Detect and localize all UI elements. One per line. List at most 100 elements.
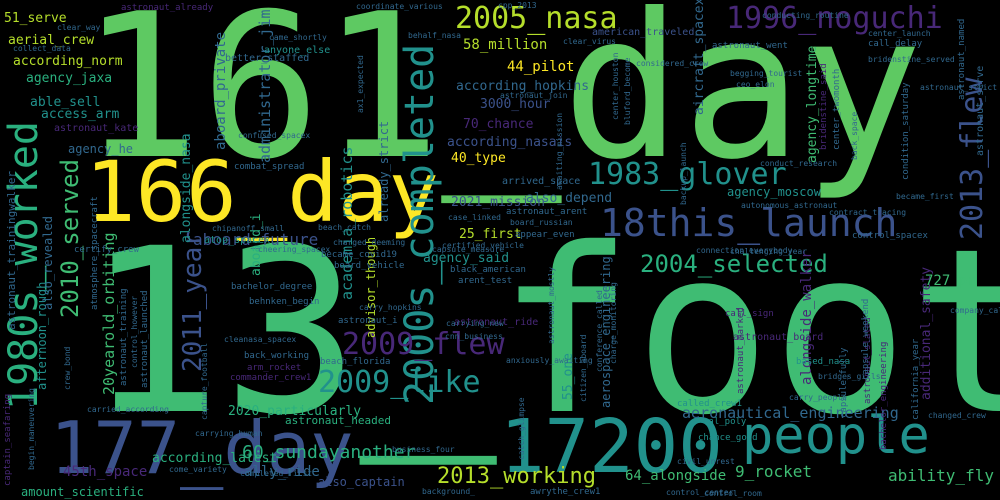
word: became_first xyxy=(896,192,954,201)
word: commander_crew1 xyxy=(230,373,312,383)
word: bridenstine_served xyxy=(868,55,955,64)
word: access_arm xyxy=(41,107,120,122)
word: condition_saturday xyxy=(901,82,911,180)
word: autonomous_astronaut xyxy=(741,201,838,210)
word: astronaut_join xyxy=(500,91,568,100)
word: bridges_gills xyxy=(818,372,881,381)
word: 166_day xyxy=(85,143,440,241)
word: awaiting_mission xyxy=(555,112,564,190)
word: 1996_noguchi xyxy=(726,1,943,36)
word: astronaut_serve xyxy=(975,65,986,156)
word: clear_way xyxy=(57,23,101,32)
word: astronaut_board xyxy=(733,332,824,343)
word: astronaut_marked xyxy=(736,307,746,394)
word: according_hopkins xyxy=(456,79,590,94)
word: according_nasais xyxy=(447,135,573,150)
word: people xyxy=(742,406,930,466)
word: 2010_served xyxy=(56,159,84,318)
word: became_covid19 xyxy=(321,250,397,260)
word: 64_alongside xyxy=(625,468,727,484)
word: cal_poly xyxy=(703,417,747,427)
word: awrythe_crew1 xyxy=(530,487,601,497)
word: civil_unrest xyxy=(677,457,735,466)
word: astronaut_strict xyxy=(920,83,998,92)
word: 13_foot xyxy=(85,199,1000,465)
word: control_however xyxy=(130,295,139,368)
word: astronaut_training xyxy=(119,288,129,386)
word: atop_spacex xyxy=(204,235,271,246)
word: chance_good xyxy=(698,433,758,443)
word: astronaut_mostly xyxy=(547,266,556,344)
word: 60_sundayanother xyxy=(242,442,416,463)
word: aboard_future xyxy=(193,230,319,249)
word: came_shortly xyxy=(269,33,327,42)
word: catch_glimpse xyxy=(517,397,526,460)
word: carried_according xyxy=(87,405,169,414)
word: conference_called xyxy=(595,290,604,372)
word: arent_test xyxy=(458,276,513,286)
word: beach_florida xyxy=(320,357,391,367)
word: 40_type xyxy=(451,151,506,166)
word: 17200 xyxy=(500,404,723,490)
word: amount_scientific xyxy=(21,485,144,499)
word: black_american xyxy=(450,265,526,275)
word: cpp_2013 xyxy=(498,1,537,10)
word: control_room xyxy=(704,489,762,498)
word: 2013_working xyxy=(437,464,596,489)
word: 2004_selected xyxy=(640,250,828,278)
word: certify_crew xyxy=(74,245,140,255)
word: 45th_space xyxy=(63,464,148,480)
word: agency_moscow xyxy=(727,185,821,199)
word: carry_people xyxy=(789,393,847,402)
word: 25_first xyxy=(459,227,522,242)
word: coordinate_various xyxy=(356,2,443,11)
word: astronaut_went xyxy=(712,41,788,51)
word: begin_maneuvering xyxy=(27,388,36,470)
word: ceo_elon xyxy=(736,80,775,89)
word: carry_hopkins xyxy=(359,303,422,312)
word: arrived_space xyxy=(502,176,581,187)
word: anyone_else xyxy=(264,45,331,56)
word: considered_crew xyxy=(636,59,709,68)
word: challenging_year xyxy=(730,247,808,256)
word: 44_pilot xyxy=(507,59,575,75)
word: combat_spread xyxy=(234,162,305,172)
word: conduct_research xyxy=(760,159,838,168)
word: 58_million xyxy=(463,37,548,53)
word: agency_longtime xyxy=(805,45,820,163)
word: ally_ride xyxy=(244,464,320,480)
word: also_depend xyxy=(526,191,613,206)
word: alongside_nasa xyxy=(179,133,194,243)
word: 2021_mission xyxy=(451,195,545,210)
word: according_latest xyxy=(152,451,278,466)
word: company_called xyxy=(950,306,1000,315)
word: 51_serve xyxy=(4,11,67,26)
word: astronaut_already xyxy=(121,3,214,13)
word: aboard_private xyxy=(213,31,229,150)
word: 9_rocket xyxy=(735,462,813,481)
word: 161_day xyxy=(80,0,923,204)
word: based_nasa xyxy=(796,357,851,367)
word: ability_fly xyxy=(888,466,994,485)
word: agency_said xyxy=(423,251,510,266)
word: connection_everybody xyxy=(696,246,793,255)
word: captain_seafaring xyxy=(3,393,13,486)
word: confused_spacex xyxy=(238,131,311,140)
word: 18this_launch xyxy=(600,201,898,245)
word: capture_football xyxy=(200,342,209,420)
word: 2005_nasa xyxy=(455,1,618,36)
word: astronaut_i xyxy=(338,316,398,326)
word: changed_crew xyxy=(928,411,986,420)
word: 2009_flew xyxy=(342,327,505,362)
word: bluford_become xyxy=(623,57,632,125)
word: control_center xyxy=(666,488,734,497)
word: bridenstine_said xyxy=(819,63,829,150)
word: background_ xyxy=(422,487,475,496)
word: completed_first xyxy=(240,469,313,478)
word: chipanoff_small xyxy=(212,224,285,233)
word: 2020_particularly xyxy=(228,404,362,419)
word: backup_launch xyxy=(679,142,688,205)
word: called_crew1 xyxy=(677,399,743,409)
word: clear_virus xyxy=(563,37,616,46)
